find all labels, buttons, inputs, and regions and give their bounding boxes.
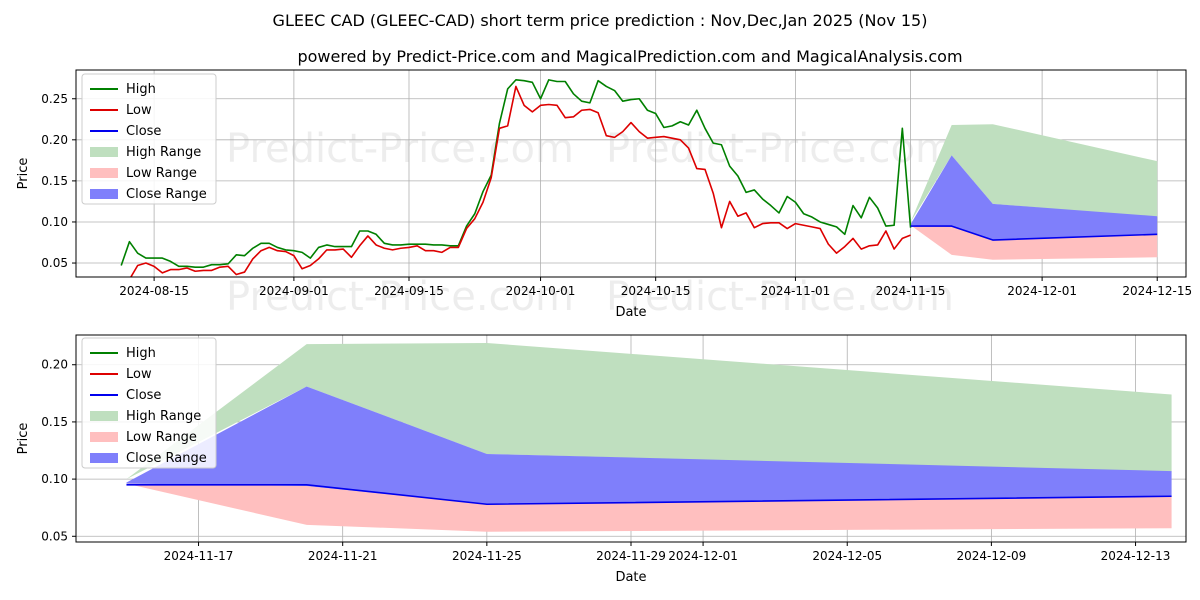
chart-subtitle: powered by Predict-Price.com and Magical…	[297, 47, 962, 66]
high-range-band	[126, 343, 1172, 480]
y-tick-label: 0.10	[41, 472, 68, 486]
x-tick-label: 2024-12-13	[1101, 549, 1171, 563]
watermark-text: Predict-Price.com	[606, 274, 954, 320]
axes-frame	[75, 69, 1187, 278]
chart-title: GLEEC CAD (GLEEC-CAD) short term price p…	[273, 11, 928, 30]
low-range-band	[126, 483, 1172, 532]
x-tick-label: 2024-09-15	[374, 284, 444, 298]
watermark-text: Predict-Price.com	[226, 274, 574, 320]
history-panel: Predict-Price.com Predict-Price.com Predic…	[16, 69, 1192, 320]
y-tick-label: 0.05	[41, 256, 68, 270]
legend-label-low-range: Low Range	[126, 430, 197, 445]
x-tick-label: 2024-12-01	[668, 549, 738, 563]
legend-label-high-range: High Range	[126, 145, 201, 160]
legend-swatch-high-range	[90, 147, 118, 157]
y-tick-label: 0.20	[41, 358, 68, 372]
high-range-band	[910, 124, 1158, 222]
close-line	[910, 225, 1158, 241]
x-tick-label: 2024-09-01	[259, 284, 329, 298]
legend-label-close-range: Close Range	[126, 187, 207, 202]
y-tick-label: 0.05	[41, 529, 68, 543]
x-tick-label: 2024-11-01	[761, 284, 831, 298]
y-tick-label: 0.20	[41, 133, 68, 147]
watermark-text: Predict-Price.com	[226, 126, 574, 172]
x-tick-label: 2024-12-15	[1122, 284, 1192, 298]
legend-label-high: High	[126, 82, 156, 97]
legend-label-high-range: High Range	[126, 409, 201, 424]
x-tick-label: 2024-12-01	[1007, 284, 1077, 298]
y-tick-label: 0.15	[41, 174, 68, 188]
low-line	[129, 85, 911, 277]
legend-label-low: Low	[126, 103, 152, 118]
close-line	[126, 484, 1172, 506]
close-range-band	[910, 155, 1158, 241]
x-tick-label: 2024-12-05	[812, 549, 882, 563]
close-range-band	[126, 386, 1172, 505]
legend-label-high: High	[126, 346, 156, 361]
y-tick-label: 0.25	[41, 92, 68, 106]
x-tick-label: 2024-11-25	[452, 549, 522, 563]
plot-area	[126, 343, 1172, 532]
legend-label-close: Close	[126, 124, 161, 139]
y-tick-label: 0.10	[41, 215, 68, 229]
y-axis-label: Price	[16, 158, 31, 190]
legend-swatch-low-range	[90, 168, 118, 178]
x-tick-label: 2024-11-29	[596, 549, 666, 563]
x-tick-label: 2024-08-15	[119, 284, 189, 298]
y-axis-label: Price	[16, 423, 31, 455]
legend: High Low Close High Range Low Range Close Ran…	[81, 337, 217, 469]
y-tick-label: 0.15	[41, 415, 68, 429]
x-tick-label: 2024-11-15	[876, 284, 946, 298]
x-axis-label: Date	[615, 305, 646, 320]
legend: High Low Close High Range Low Range Close Ran…	[81, 73, 217, 205]
plot-area	[120, 79, 1158, 277]
watermark-text: Predict-Price.com	[606, 126, 954, 172]
high-line	[120, 79, 912, 268]
legend-label-close: Close	[126, 388, 161, 403]
x-tick-label: 2024-10-01	[506, 284, 576, 298]
x-tick-label: 2024-11-21	[308, 549, 378, 563]
axes-frame	[75, 334, 1187, 543]
x-tick-label: 2024-12-09	[957, 549, 1027, 563]
legend-swatch-high-range	[90, 411, 118, 421]
legend-label-close-range: Close Range	[126, 451, 207, 466]
legend-label-low: Low	[126, 367, 152, 382]
x-tick-label: 2024-11-17	[164, 549, 234, 563]
legend-label-low-range: Low Range	[126, 166, 197, 181]
forecast-panel: Predict-Price.comPredict-Price.com2024-1…	[16, 334, 1187, 585]
x-axis-label: Date	[615, 570, 646, 585]
legend-swatch-close-range	[90, 189, 118, 199]
legend-swatch-low-range	[90, 432, 118, 442]
legend-swatch-close-range	[90, 453, 118, 463]
x-tick-label: 2024-10-15	[621, 284, 691, 298]
